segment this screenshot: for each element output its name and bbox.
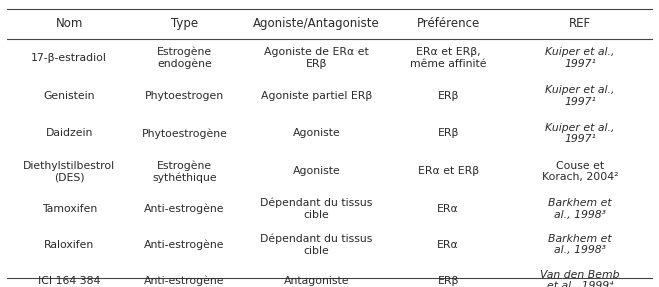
- Text: Préférence: Préférence: [416, 17, 480, 30]
- Text: ERβ: ERβ: [438, 91, 459, 101]
- Text: Agoniste: Agoniste: [293, 166, 340, 177]
- Text: Dépendant du tissus
cible: Dépendant du tissus cible: [260, 234, 372, 256]
- Text: ICI 164 384: ICI 164 384: [38, 276, 100, 286]
- Text: Anti-estrogène: Anti-estrogène: [144, 203, 225, 214]
- Text: Daidzein: Daidzein: [45, 129, 93, 138]
- Text: Agoniste partiel ERβ: Agoniste partiel ERβ: [261, 91, 372, 101]
- Text: Tamoxifen: Tamoxifen: [42, 204, 97, 214]
- Text: ERα et ERβ: ERα et ERβ: [418, 166, 478, 177]
- Text: Phytoestrogène: Phytoestrogène: [142, 128, 227, 139]
- Text: Barkhem et
al., 1998³: Barkhem et al., 1998³: [548, 234, 612, 255]
- Text: Type: Type: [171, 17, 198, 30]
- Text: Anti-estrogène: Anti-estrogène: [144, 239, 225, 250]
- Text: Estrogène
sythéthique: Estrogène sythéthique: [152, 160, 217, 183]
- Text: Van den Bemb
et al., 1999⁴: Van den Bemb et al., 1999⁴: [540, 270, 619, 287]
- Text: Agoniste/Antagoniste: Agoniste/Antagoniste: [253, 17, 380, 30]
- Text: Kuiper et al.,
1997¹: Kuiper et al., 1997¹: [545, 85, 615, 107]
- Text: 17-β-estradiol: 17-β-estradiol: [31, 53, 107, 63]
- Text: Raloxifen: Raloxifen: [44, 240, 94, 250]
- Text: Dépendant du tissus
cible: Dépendant du tissus cible: [260, 198, 372, 220]
- Text: ERα: ERα: [437, 204, 459, 214]
- Text: Kuiper et al.,
1997¹: Kuiper et al., 1997¹: [545, 123, 615, 144]
- Text: Agoniste: Agoniste: [293, 129, 340, 138]
- Text: Phytoestrogen: Phytoestrogen: [145, 91, 224, 101]
- Text: Estrogène
endogène: Estrogène endogène: [157, 47, 212, 69]
- Text: Nom: Nom: [55, 17, 83, 30]
- Text: ERα: ERα: [437, 240, 459, 250]
- Text: ERβ: ERβ: [438, 276, 459, 286]
- Text: ERα et ERβ,
même affinité: ERα et ERβ, même affinité: [410, 47, 486, 69]
- Text: Agoniste de ERα et
ERβ: Agoniste de ERα et ERβ: [264, 47, 368, 69]
- Text: Genistein: Genistein: [43, 91, 95, 101]
- Text: Couse et
Korach, 2004²: Couse et Korach, 2004²: [542, 161, 618, 182]
- Text: Diethylstilbestrol
(DES): Diethylstilbestrol (DES): [23, 161, 115, 182]
- Text: Kuiper et al.,
1997¹: Kuiper et al., 1997¹: [545, 47, 615, 69]
- Text: ERβ: ERβ: [438, 129, 459, 138]
- Text: REF: REF: [569, 17, 591, 30]
- Text: Antagoniste: Antagoniste: [283, 276, 349, 286]
- Text: Barkhem et
al., 1998³: Barkhem et al., 1998³: [548, 198, 612, 220]
- Text: Anti-estrogène: Anti-estrogène: [144, 275, 225, 286]
